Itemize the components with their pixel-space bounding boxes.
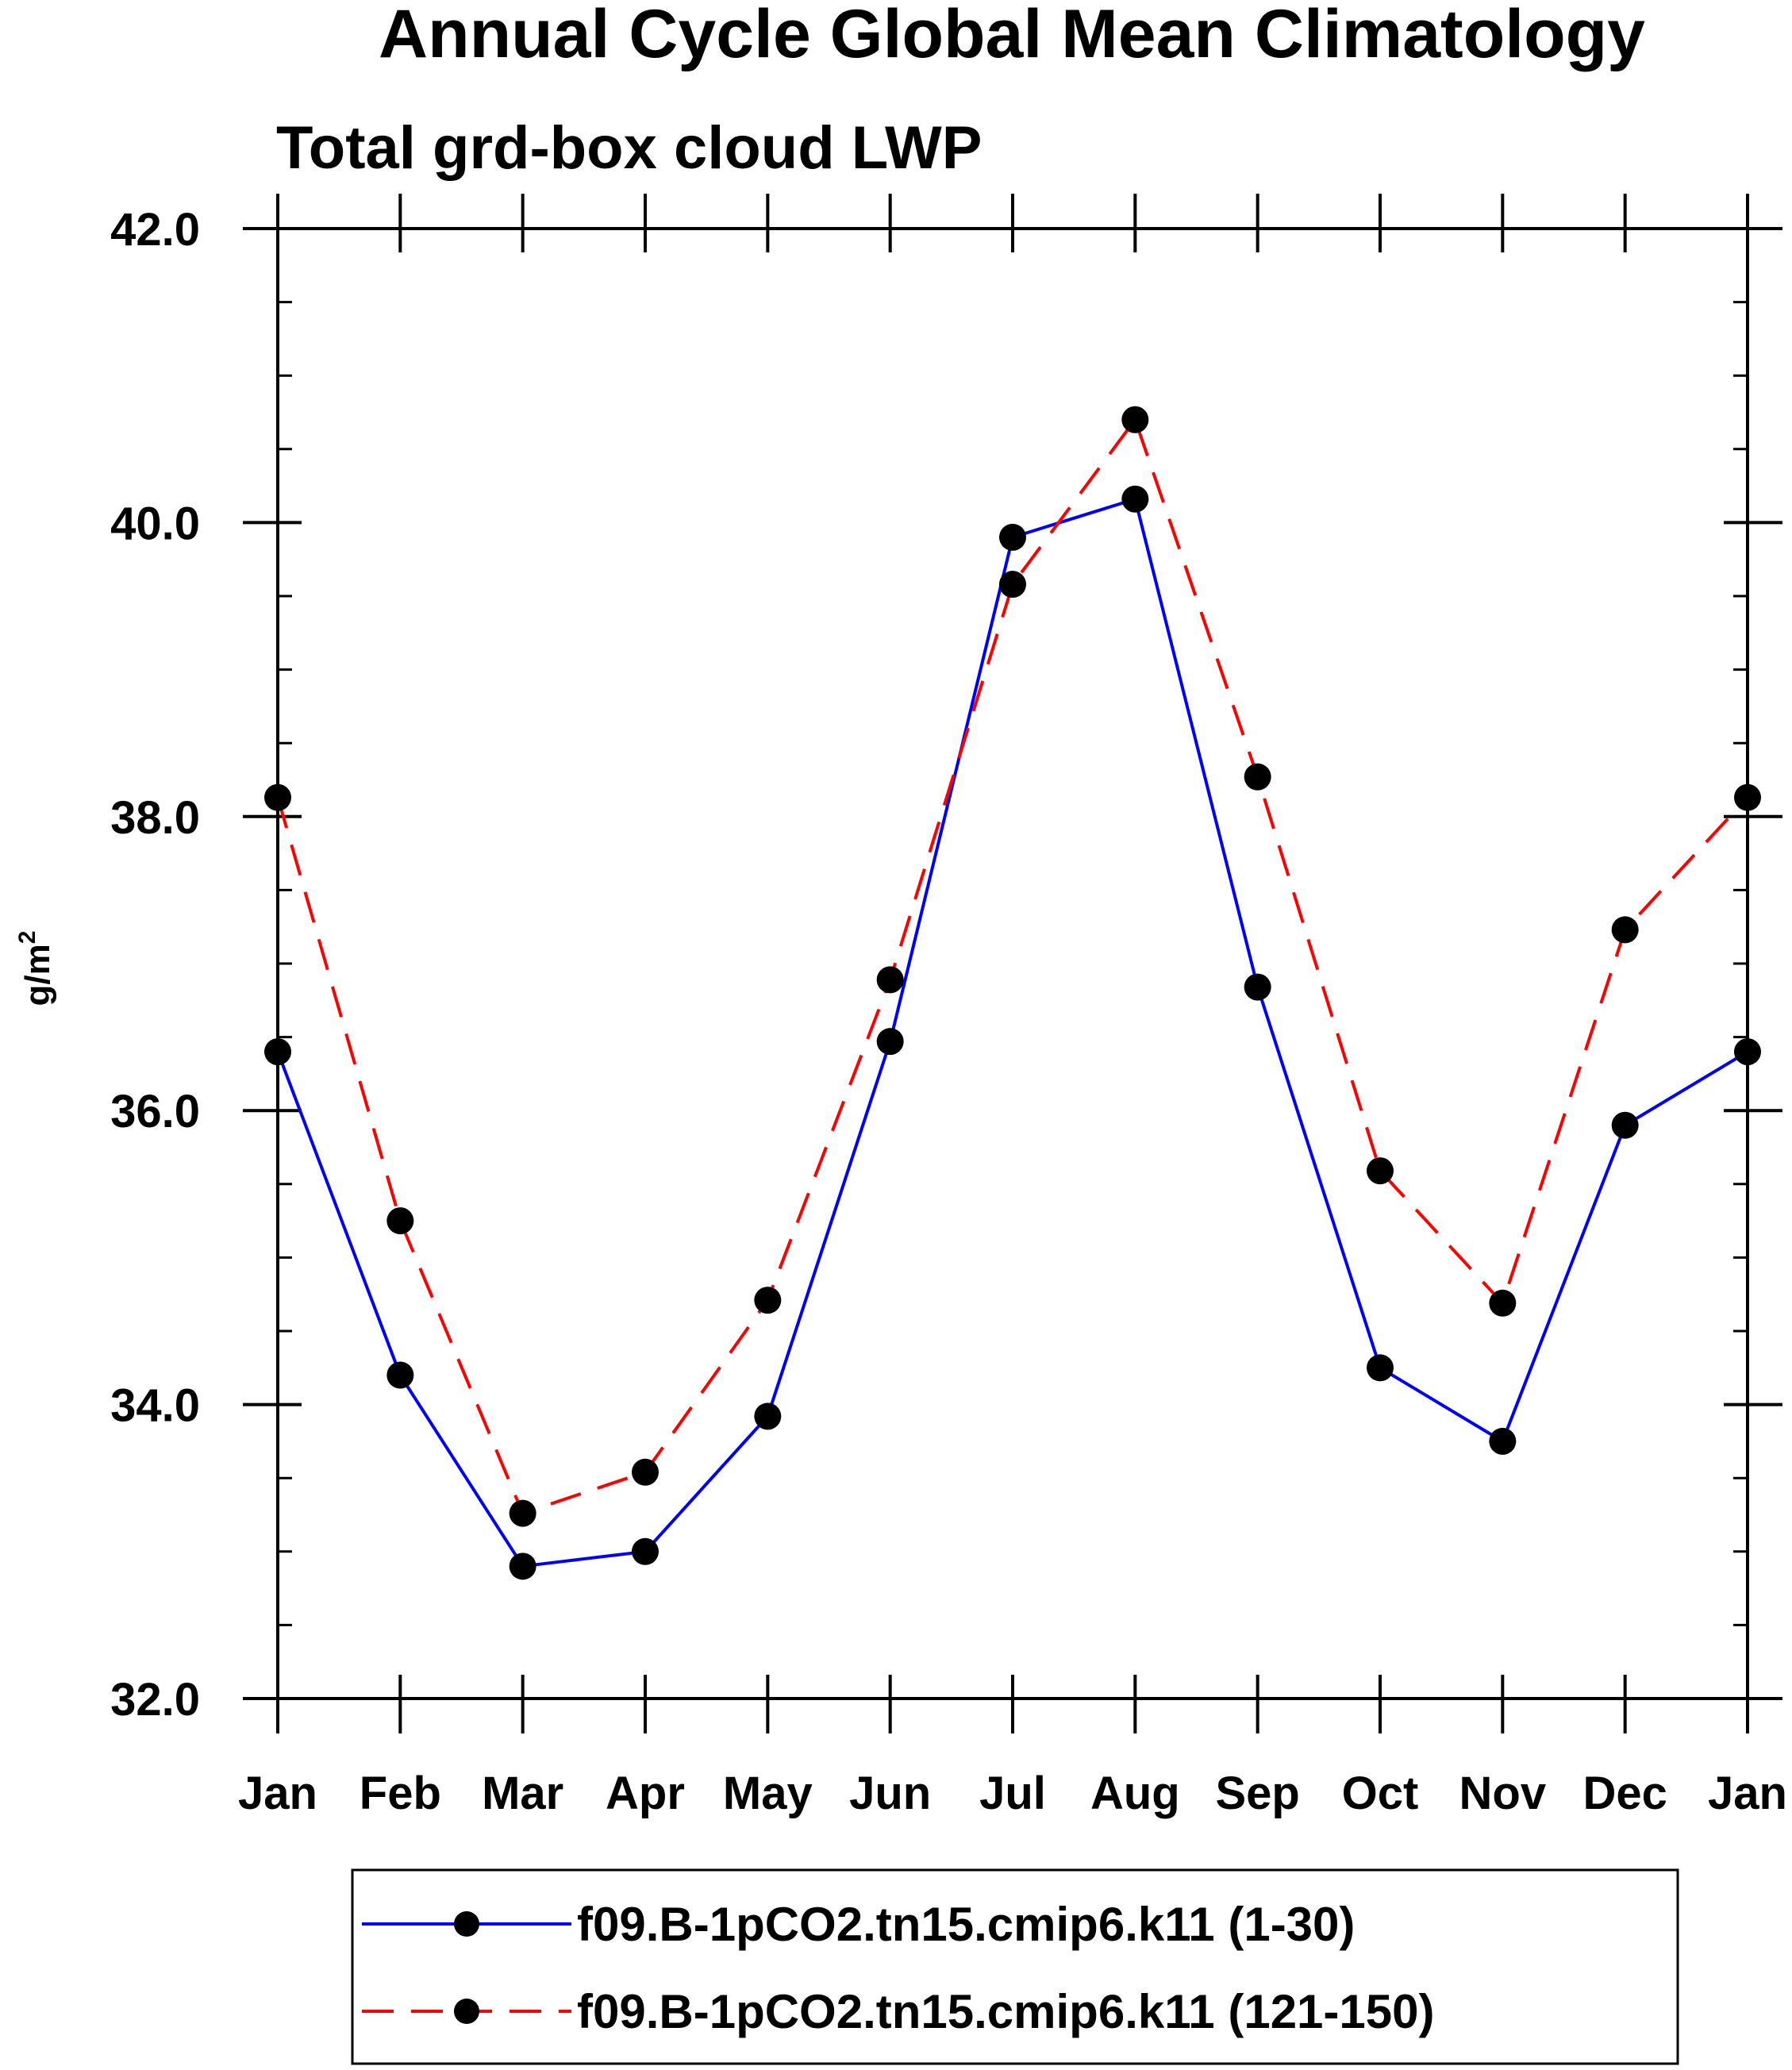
y-tick-label: 42.0	[110, 204, 200, 256]
x-tick-label: May	[723, 1768, 813, 1819]
data-point-series-2	[876, 966, 904, 994]
legend-marker-series-1	[454, 1911, 479, 1937]
x-tick-labels: Jan Feb Mar Apr May Jun Jul Aug Sep Oct Nov Dec Jan	[238, 1768, 1787, 1819]
data-point-series-1	[1611, 1111, 1639, 1139]
data-point-series-1	[876, 1028, 904, 1056]
data-point-series-1	[509, 1552, 536, 1580]
data-point-series-2	[1367, 1157, 1394, 1185]
legend-label-series-2: f09.B-1pCO2.tn15.cmip6.k11 (121-150)	[577, 1985, 1435, 2038]
y-axis-label-text: g/m	[18, 944, 57, 1006]
data-point-series-1	[632, 1537, 659, 1565]
axis-ticks	[243, 194, 1782, 1733]
data-point-series-1	[1121, 485, 1149, 513]
data-point-series-2	[754, 1287, 782, 1314]
x-tick-label: Jun	[849, 1768, 931, 1819]
x-tick-label: Jan	[1708, 1768, 1787, 1819]
data-point-series-1	[1489, 1427, 1517, 1455]
x-tick-label: Nov	[1459, 1768, 1547, 1819]
y-tick-label: 40.0	[110, 498, 200, 549]
x-tick-label: Apr	[606, 1768, 685, 1819]
data-point-series-1	[1734, 1038, 1761, 1066]
data-point-series-2	[264, 783, 291, 811]
y-tick-label: 38.0	[110, 792, 200, 844]
legend-box	[351, 1868, 1679, 2065]
plot-frame	[276, 227, 1749, 1700]
y-tick-label: 34.0	[110, 1380, 200, 1432]
y-tick-label: 36.0	[110, 1086, 200, 1137]
chart-title: Annual Cycle Global Mean Climatology	[379, 0, 1645, 72]
x-tick-label: Aug	[1090, 1768, 1180, 1819]
data-point-series-2	[1121, 406, 1149, 433]
legend: f09.B-1pCO2.tn15.cmip6.k11 (1-30) f09.B-…	[351, 1868, 1679, 2065]
x-tick-label: Jul	[979, 1768, 1046, 1819]
data-point-series-1	[1244, 973, 1271, 1001]
data-point-series-2	[1734, 783, 1761, 811]
data-point-series-2	[386, 1207, 414, 1235]
x-tick-label: Feb	[360, 1768, 441, 1819]
data-point-series-2	[999, 571, 1026, 598]
data-point-series-2	[1489, 1289, 1517, 1317]
x-tick-label: Mar	[482, 1768, 563, 1819]
data-point-series-2	[1611, 916, 1639, 944]
legend-label-series-1: f09.B-1pCO2.tn15.cmip6.k11 (1-30)	[577, 1898, 1355, 1951]
data-point-series-2	[1244, 763, 1271, 791]
x-tick-label: Oct	[1342, 1768, 1419, 1819]
x-tick-label: Dec	[1582, 1768, 1667, 1819]
x-tick-label: Sep	[1215, 1768, 1299, 1819]
data-point-series-2	[509, 1499, 536, 1527]
y-axis-label: g/m2	[14, 931, 57, 1006]
series-markers	[264, 406, 1761, 1580]
y-axis-label-superscript: 2	[14, 931, 40, 945]
data-point-series-1	[1367, 1354, 1394, 1382]
series-line-1	[276, 497, 1749, 1568]
data-point-series-1	[999, 523, 1026, 551]
y-tick-labels: 32.0 34.0 36.0 38.0 40.0 42.0	[110, 204, 200, 1726]
data-point-series-1	[754, 1402, 782, 1430]
x-tick-label: Jan	[238, 1768, 317, 1819]
svg-text:g/m2: g/m2	[14, 931, 57, 1006]
legend-marker-series-2	[454, 1999, 479, 2024]
chart-subtitle: Total grd-box cloud LWP	[276, 114, 982, 182]
data-point-series-1	[386, 1361, 414, 1389]
data-point-series-1	[264, 1038, 291, 1066]
data-point-series-2	[632, 1458, 659, 1486]
y-tick-label: 32.0	[110, 1674, 200, 1726]
